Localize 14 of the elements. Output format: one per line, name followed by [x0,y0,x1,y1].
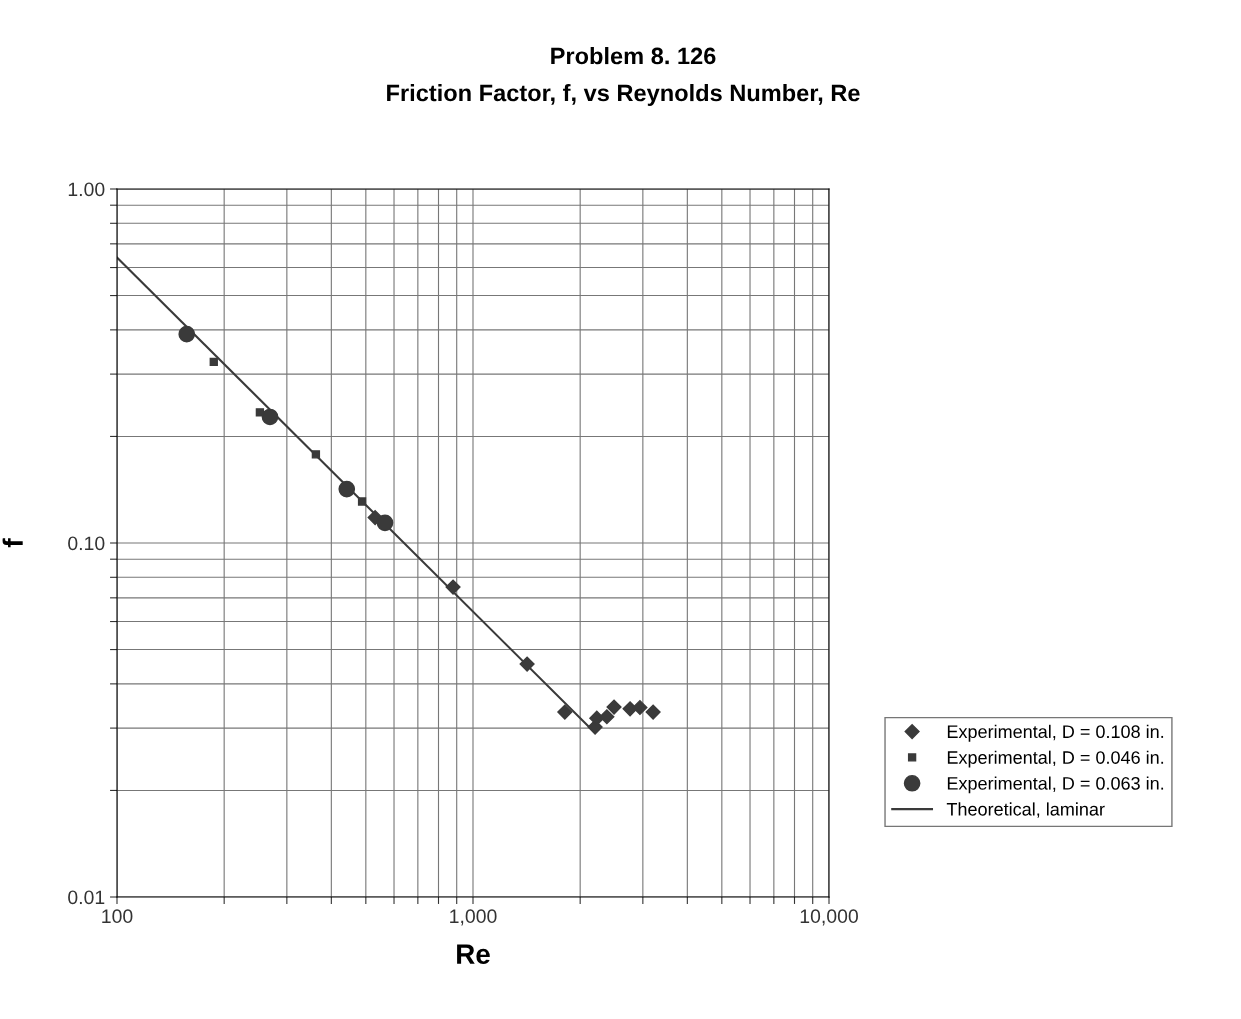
y-tick-label: 1.00 [68,182,105,197]
x-axis-title: Re [457,944,490,964]
y-tick-label: 0.01 [68,890,105,905]
x-tick-label: 100 [102,909,133,924]
legend-label: Experimental, D = 0.108 in. [947,724,1164,742]
legend-label: Theoretical, laminar [946,802,1105,818]
y-axis-title: f [2,538,23,548]
x-tick-label: 1,000 [450,909,497,926]
legend-label: Experimental, D = 0.046 in. [947,750,1164,768]
y-tick-label: 0.10 [68,536,105,551]
chart-subtitle: Friction Factor, f, vs Reynolds Number, Re [387,84,860,107]
x-tick-label: 10,000 [800,909,858,926]
legend-label: Experimental, D = 0.063 in. [947,776,1164,794]
chart-title: Problem 8. 126 [551,47,716,65]
